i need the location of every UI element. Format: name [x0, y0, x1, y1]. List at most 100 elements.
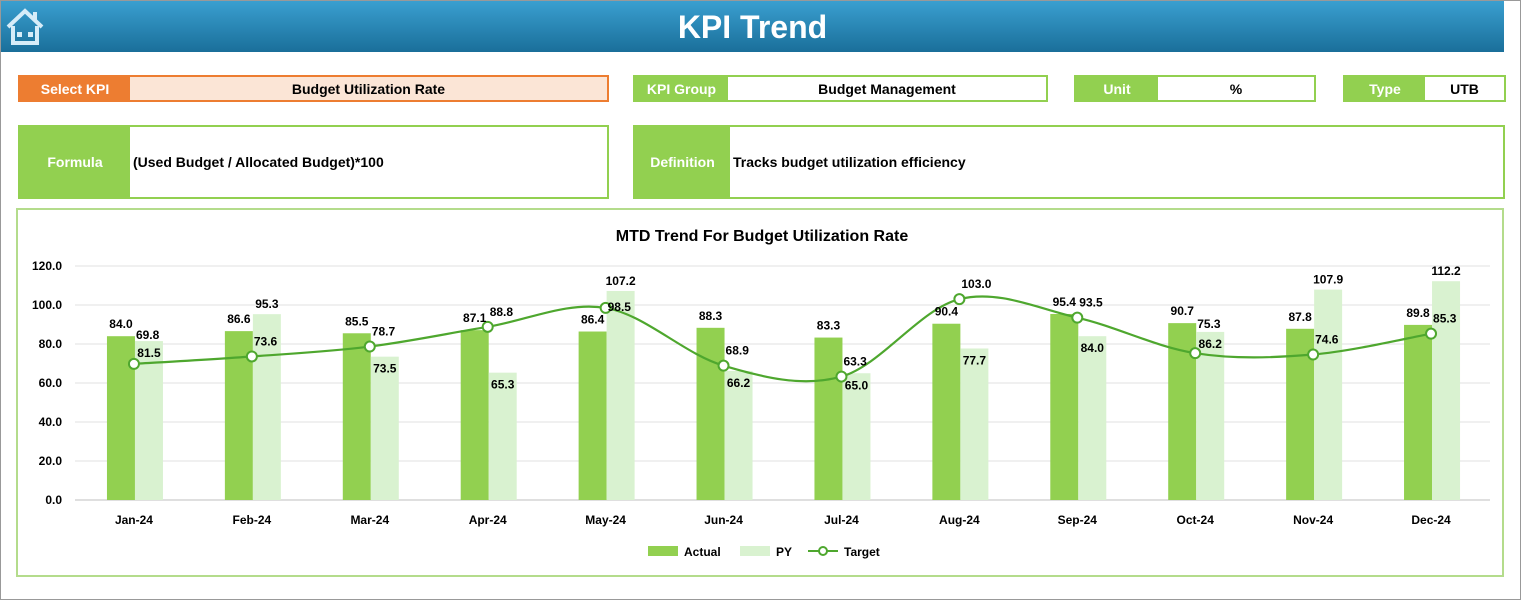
target-data-label: 69.8: [136, 328, 160, 342]
x-tick-label: May-24: [585, 513, 626, 527]
actual-bar: [1050, 313, 1079, 500]
y-tick-label: 40.0: [39, 415, 63, 429]
x-tick-label: Mar-24: [350, 513, 389, 527]
target-data-label: 75.3: [1197, 317, 1221, 331]
actual-data-label: 89.8: [1406, 306, 1430, 320]
formula-value: (Used Budget / Allocated Budget)*100: [133, 154, 384, 170]
py-bar: [1196, 331, 1225, 500]
actual-data-label: 83.3: [817, 319, 841, 333]
py-bar: [134, 341, 163, 500]
target-point: [245, 350, 258, 363]
actual-data-label: 87.8: [1288, 310, 1312, 324]
py-data-label: 107.2: [606, 274, 636, 288]
x-tick-label: Aug-24: [939, 513, 980, 527]
actual-bar: [1404, 324, 1433, 500]
py-data-label: 73.5: [373, 362, 397, 376]
target-point: [1425, 327, 1438, 340]
actual-data-label: 95.4: [1053, 295, 1077, 309]
target-point: [481, 320, 494, 333]
definition-label: Definition: [635, 127, 730, 197]
actual-bar: [342, 333, 371, 500]
x-tick-label: Jan-24: [115, 513, 153, 527]
actual-bar: [460, 330, 489, 500]
definition-field: Definition Tracks budget utilization eff…: [633, 125, 1505, 199]
formula-field: Formula (Used Budget / Allocated Budget)…: [18, 125, 609, 199]
actual-data-label: 86.6: [227, 312, 251, 326]
actual-data-label: 88.3: [699, 309, 723, 323]
py-bar: [960, 348, 989, 500]
target-point: [363, 340, 376, 353]
legend-py-label: PY: [776, 545, 792, 559]
actual-data-label: 84.0: [109, 317, 133, 331]
target-point: [717, 359, 730, 372]
legend-actual-label: Actual: [684, 545, 721, 559]
target-data-label: 103.0: [961, 277, 991, 291]
py-data-label: 95.3: [255, 297, 279, 311]
target-point: [1307, 348, 1320, 361]
x-tick-label: Nov-24: [1293, 513, 1333, 527]
py-bar: [842, 373, 871, 500]
py-bar: [488, 372, 517, 500]
actual-bar: [578, 331, 607, 500]
x-tick-label: Jul-24: [824, 513, 859, 527]
target-point: [127, 357, 140, 370]
kpi-group-value: Budget Management: [818, 80, 956, 97]
target-data-label: 78.7: [372, 325, 396, 339]
y-tick-label: 60.0: [39, 376, 63, 390]
actual-data-label: 87.1: [463, 311, 487, 325]
unit-label: Unit: [1076, 77, 1158, 100]
legend-target-label: Target: [844, 545, 880, 559]
formula-label: Formula: [20, 127, 130, 197]
py-bar: [370, 356, 399, 500]
target-point: [599, 301, 612, 314]
py-bar: [606, 290, 635, 500]
type-label: Type: [1345, 77, 1425, 100]
x-tick-label: Feb-24: [233, 513, 272, 527]
select-kpi-field[interactable]: Select KPI Budget Utilization Rate: [18, 75, 609, 102]
target-data-label: 68.9: [726, 344, 750, 358]
target-data-label: 63.3: [843, 355, 867, 369]
actual-data-label: 90.4: [935, 305, 959, 319]
y-tick-label: 100.0: [32, 298, 62, 312]
target-data-label: 88.8: [490, 305, 514, 319]
actual-bar: [814, 337, 843, 500]
actual-bar: [696, 327, 725, 500]
actual-bar: [932, 323, 961, 500]
py-data-label: 65.0: [845, 378, 869, 392]
x-tick-label: Sep-24: [1058, 513, 1098, 527]
kpi-group-field: KPI Group Budget Management: [633, 75, 1048, 102]
y-tick-label: 120.0: [32, 259, 62, 273]
py-data-label: 66.2: [727, 376, 751, 390]
actual-data-label: 86.4: [581, 313, 605, 327]
target-data-label: 93.5: [1079, 296, 1103, 310]
py-data-label: 107.9: [1313, 273, 1343, 287]
legend-target-marker: [818, 546, 828, 556]
chart-container: [16, 208, 1504, 577]
x-tick-label: Dec-24: [1411, 513, 1451, 527]
py-data-label: 81.5: [137, 346, 161, 360]
target-point: [835, 370, 848, 383]
py-bar: [1432, 281, 1461, 500]
py-bar: [252, 314, 281, 500]
select-kpi-dropdown[interactable]: Budget Utilization Rate: [130, 77, 607, 100]
target-point: [1189, 347, 1202, 360]
target-point: [953, 293, 966, 306]
type-field: Type UTB: [1343, 75, 1506, 102]
unit-field: Unit %: [1074, 75, 1316, 102]
chart-title: MTD Trend For Budget Utilization Rate: [616, 228, 909, 245]
y-tick-label: 80.0: [39, 337, 63, 351]
home-icon[interactable]: [5, 7, 45, 47]
x-tick-label: Jun-24: [704, 513, 743, 527]
target-data-label: 85.3: [1433, 312, 1457, 326]
legend-py-swatch: [740, 546, 770, 556]
py-bar: [1078, 336, 1107, 500]
select-kpi-label: Select KPI: [20, 77, 130, 100]
target-line: [133, 295, 1432, 383]
actual-data-label: 85.5: [345, 314, 369, 328]
py-data-label: 84.0: [1081, 341, 1105, 355]
py-data-label: 77.7: [963, 353, 987, 367]
definition-value: Tracks budget utilization efficiency: [733, 154, 966, 170]
unit-value: %: [1229, 80, 1243, 97]
py-bar: [724, 370, 753, 500]
target-data-label: 73.6: [254, 334, 278, 348]
